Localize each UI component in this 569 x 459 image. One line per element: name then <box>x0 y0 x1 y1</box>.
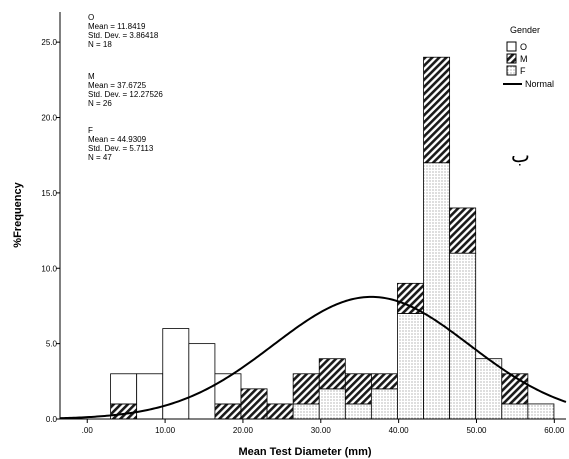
x-tick-label: .00 <box>82 426 94 435</box>
stats-group-o-n: N = 18 <box>88 40 112 49</box>
y-tick-label: 25.0 <box>41 38 57 47</box>
legend-swatch-f <box>506 65 517 76</box>
y-tick-label: 0.0 <box>46 415 58 424</box>
y-tick-label: 20.0 <box>41 114 57 123</box>
axes-layer <box>59 12 566 420</box>
legend-label-m: M <box>520 54 528 64</box>
stats-group-m-mean: Mean = 37.6725 <box>88 81 147 90</box>
legend-swatch-o <box>506 41 517 52</box>
bar-f-bin-11 <box>397 313 424 420</box>
legend-label-o: O <box>520 42 527 52</box>
annotation-text: ب <box>511 145 530 167</box>
legend-title: Gender <box>510 25 540 35</box>
y-tick-label: 10.0 <box>41 264 57 273</box>
bar-m-bin-11 <box>397 282 424 314</box>
legend: Gender O M F Normal <box>503 25 554 89</box>
y-tick-label: 5.0 <box>46 340 58 349</box>
bar-f-bin-9 <box>344 403 372 420</box>
y-tick-label: 15.0 <box>41 189 57 198</box>
x-tick-label: 10.00 <box>155 426 176 435</box>
stats-group-o-label: O <box>88 13 94 22</box>
bar-m-bin-7 <box>292 373 320 405</box>
bar-m-bin-9 <box>344 373 372 405</box>
x-tick-label: 50.00 <box>466 426 487 435</box>
stats-group-o-sd: Std. Dev. = 3.86418 <box>88 31 159 40</box>
stats-group-f-label: F <box>88 126 93 135</box>
bar-m-bin-15 <box>501 373 529 405</box>
legend-label-f: F <box>520 66 526 76</box>
stats-group-m-sd: Std. Dev. = 12.27526 <box>88 90 163 99</box>
y-axis-title: %Frequency <box>12 181 24 247</box>
bar-o-bin-0 <box>110 373 138 405</box>
bar-m-bin-6 <box>266 403 294 420</box>
ticks-layer: 0.0 5.0 10.0 15.0 20.0 25.0 .00 10.00 20.00 30.00… <box>41 38 564 435</box>
bar-o-bin-4 <box>214 373 242 405</box>
bar-m-bin-12 <box>423 56 451 164</box>
bar-f-bin-7 <box>292 403 320 420</box>
stats-group-f-n: N = 47 <box>88 153 112 162</box>
x-tick-label: 40.00 <box>389 426 410 435</box>
normal-curve-line <box>59 295 567 420</box>
x-tick-label: 20.00 <box>233 426 254 435</box>
bar-f-bin-10 <box>370 388 398 420</box>
bar-m-bin-10 <box>370 373 398 390</box>
bar-m-bin-13 <box>449 207 477 254</box>
curve-layer <box>59 295 567 420</box>
x-axis-title: Mean Test Diameter (mm) <box>238 446 371 458</box>
bar-f-bin-13 <box>449 252 477 420</box>
bar-m-bin-5 <box>240 388 268 420</box>
stats-box: O Mean = 11.8419 Std. Dev. = 3.86418 N =… <box>88 13 163 162</box>
legend-label-normal: Normal <box>525 79 554 89</box>
bar-o-bin-3 <box>188 343 216 420</box>
bar-m-bin-8 <box>318 358 346 390</box>
legend-swatch-m <box>506 53 517 64</box>
bars-layer <box>110 56 555 420</box>
stats-group-f-sd: Std. Dev. = 5.7113 <box>88 144 154 153</box>
stats-group-m-n: N = 26 <box>88 99 112 108</box>
bar-m-bin-0 <box>110 403 138 420</box>
bar-f-bin-12 <box>423 162 451 420</box>
stats-group-o-mean: Mean = 11.8419 <box>88 22 146 31</box>
stats-group-m-label: M <box>88 72 95 81</box>
bar-f-bin-8 <box>318 388 346 420</box>
bar-o-bin-2 <box>162 328 190 420</box>
bar-f-bin-16 <box>527 403 555 420</box>
x-tick-label: 60.00 <box>544 426 565 435</box>
bar-m-bin-4 <box>214 403 242 420</box>
bar-f-bin-14 <box>475 358 503 420</box>
bar-f-bin-15 <box>501 403 529 420</box>
stats-group-f-mean: Mean = 44.9309 <box>88 135 147 144</box>
x-tick-label: 30.00 <box>311 426 332 435</box>
